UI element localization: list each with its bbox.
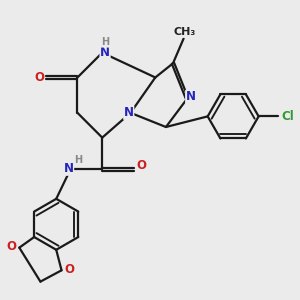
Text: H: H [74,154,82,165]
Text: O: O [137,159,147,172]
Text: N: N [186,90,196,104]
Text: N: N [100,46,110,59]
Text: CH₃: CH₃ [173,27,195,37]
Text: H: H [101,37,109,47]
Text: N: N [64,162,74,175]
Text: Cl: Cl [282,110,294,123]
Text: N: N [124,106,134,119]
Text: O: O [64,263,74,276]
Text: O: O [34,71,44,84]
Text: O: O [7,241,16,254]
